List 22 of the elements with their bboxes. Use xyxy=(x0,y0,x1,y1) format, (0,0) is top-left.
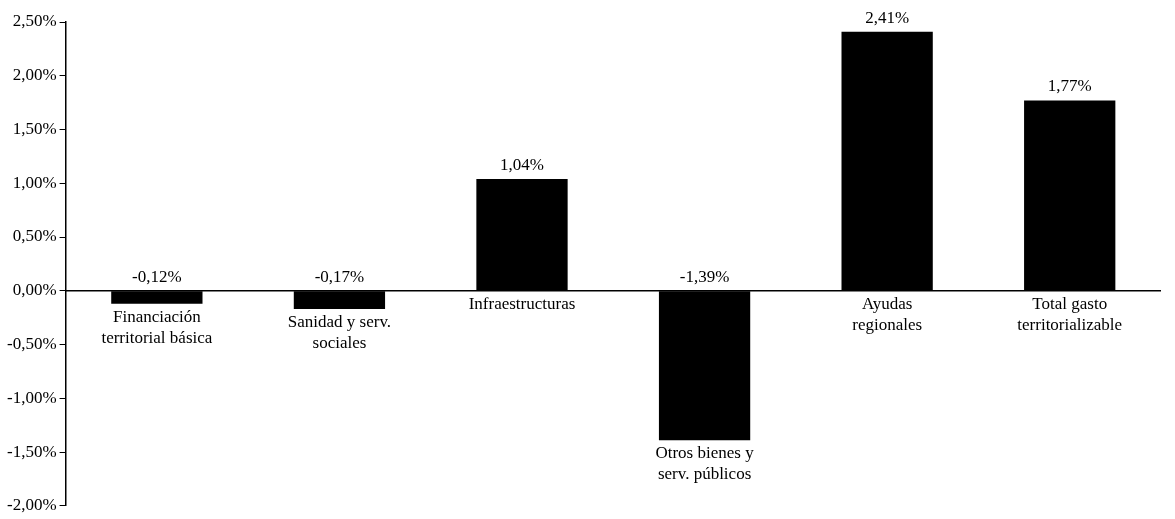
y-tick-label: 2,00% xyxy=(12,65,57,85)
data-label: -0,17% xyxy=(314,266,365,286)
x-tick-label: Sanidad y serv. sociales xyxy=(287,312,392,353)
x-tick-label: Ayudas regionales xyxy=(852,293,923,334)
data-label: 1,77% xyxy=(1047,76,1092,96)
x-tick-label: Infraestructuras xyxy=(468,293,576,313)
data-label: 1,04% xyxy=(500,154,544,174)
y-tick-label: 0,00% xyxy=(12,280,57,300)
y-tick-label: 2,50% xyxy=(12,11,57,31)
y-tick-label: -1,00% xyxy=(6,387,57,407)
y-tick-label: 1,00% xyxy=(12,172,57,192)
y-tick-label: 1,50% xyxy=(12,118,57,138)
x-tick-label: Otros bienes y serv. públicos xyxy=(655,443,755,484)
y-tick-label: -0,50% xyxy=(6,334,57,353)
x-tick-label: Financiación territorial básica xyxy=(101,306,213,347)
y-tick-label: -2,00% xyxy=(6,495,57,515)
data-label: 2,41% xyxy=(865,7,910,27)
data-label: -1,39% xyxy=(679,266,730,286)
x-tick-label: Total gasto territorializable xyxy=(1017,293,1123,334)
data-label: -0,12% xyxy=(132,266,182,286)
y-tick-label: 0,50% xyxy=(12,226,57,246)
y-tick-label: -1,50% xyxy=(6,441,57,461)
